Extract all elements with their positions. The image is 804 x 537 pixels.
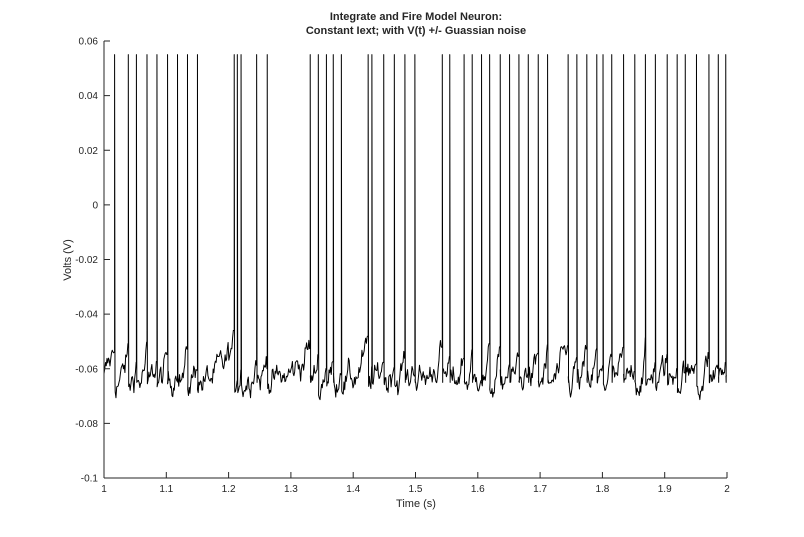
- x-tick-label: 2: [724, 484, 730, 495]
- x-tick-label: 1.4: [346, 484, 360, 495]
- chart-title-line-1: Integrate and Fire Model Neuron:: [330, 11, 502, 23]
- y-tick-label: -0.04: [75, 310, 98, 321]
- x-tick-label: 1.3: [284, 484, 298, 495]
- y-ticks: -0.1 -0.08 -0.06 -0.04 -0.02 0 0.02 0.04 0.06: [75, 37, 110, 485]
- y-tick-label: -0.1: [81, 474, 99, 485]
- x-tick-label: 1.9: [658, 484, 672, 495]
- x-tick-label: 1.8: [595, 484, 609, 495]
- y-tick-label: -0.06: [75, 364, 98, 375]
- chart-title: Integrate and Fire Model Neuron: Constan…: [306, 11, 526, 37]
- voltage-trace-line: [103, 54, 728, 401]
- x-tick-label: 1: [101, 484, 107, 495]
- x-tick-label: 1.6: [471, 484, 485, 495]
- x-tick-label: 1.1: [159, 484, 173, 495]
- y-tick-label: -0.08: [75, 419, 98, 430]
- y-tick-label: 0: [92, 200, 98, 211]
- y-tick-label: -0.02: [75, 255, 98, 266]
- voltage-trace-group: [103, 54, 728, 401]
- chart-title-line-2: Constant Iext; with V(t) +/- Guassian no…: [306, 25, 526, 37]
- y-tick-label: 0.06: [79, 37, 99, 48]
- y-axis-label: Volts (V): [62, 239, 74, 281]
- x-axis-label: Time (s): [396, 498, 436, 510]
- x-tick-label: 1.5: [409, 484, 423, 495]
- x-tick-label: 1.7: [533, 484, 547, 495]
- x-ticks: 1 1.1 1.2 1.3 1.4 1.5 1.6 1.7 1.8 1.9 2: [101, 472, 730, 495]
- x-tick-label: 1.2: [222, 484, 236, 495]
- y-tick-label: 0.02: [79, 146, 99, 157]
- y-tick-label: 0.04: [79, 91, 99, 102]
